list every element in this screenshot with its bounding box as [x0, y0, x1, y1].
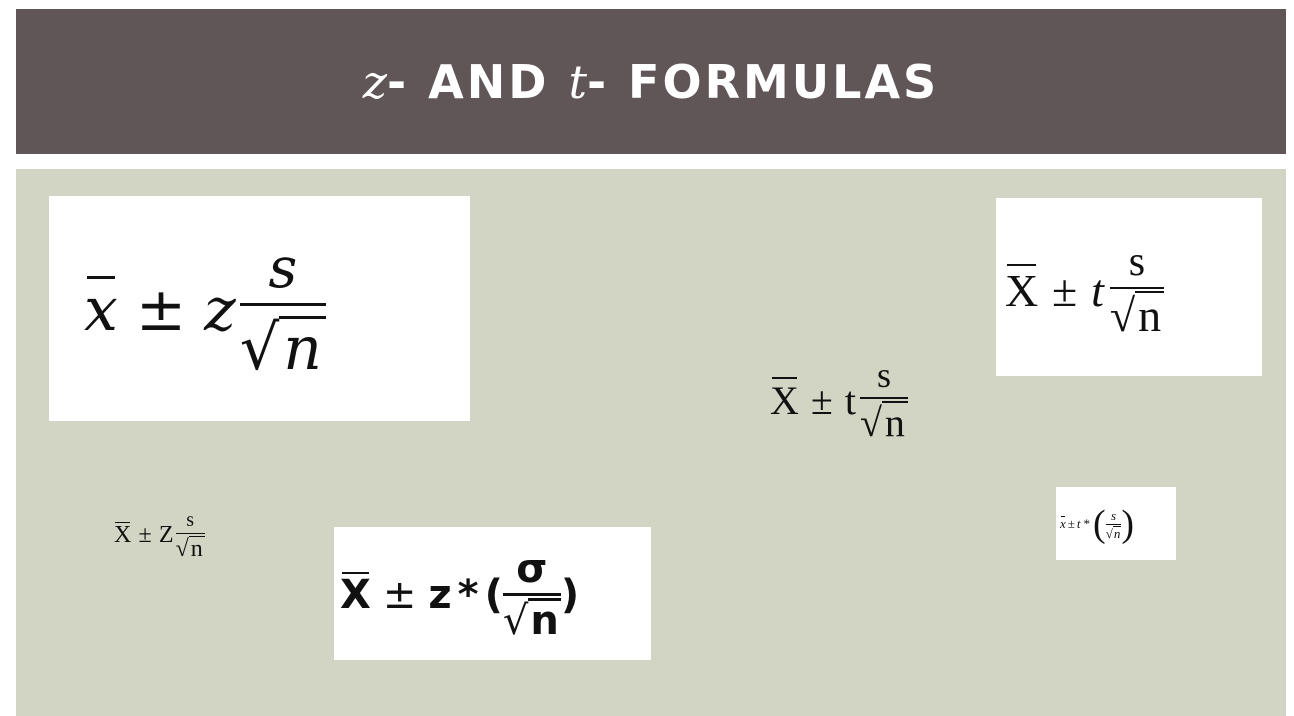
slide-title: z- AND t- FORMULAS — [363, 55, 939, 109]
denominator: √ n — [1109, 290, 1165, 341]
formula-box-z-bold — [334, 527, 651, 660]
mean-x: X — [770, 377, 799, 423]
critical-t: t — [844, 377, 856, 423]
title-var-t: t — [568, 54, 587, 109]
plus-minus: ± — [135, 275, 187, 345]
numerator-sigma: σ — [516, 545, 548, 592]
numerator-s: s — [1128, 239, 1146, 285]
mean-x: x — [84, 275, 118, 345]
denominator: √ n — [502, 597, 561, 644]
formula-z-bold: X ± z * ( σ √ n ) — [340, 537, 579, 652]
formula-z-large: x ± z s √ n — [84, 215, 326, 405]
asterisk: * — [1083, 516, 1091, 531]
plus-minus: ± — [382, 571, 417, 618]
numerator-s: s — [876, 355, 891, 395]
left-paren: ( — [1093, 503, 1106, 545]
title-var-z: z — [362, 54, 388, 109]
sqrt-icon: √ — [1105, 525, 1113, 541]
radicand-n: n — [1135, 291, 1165, 339]
fraction: s √ n — [239, 236, 326, 379]
right-paren: ) — [560, 571, 580, 618]
formula-z-small: X ± Z s √ n — [114, 495, 205, 575]
critical-t: t — [1076, 516, 1081, 531]
radicand-n: n — [881, 401, 908, 443]
sqrt-icon: √ — [175, 535, 189, 562]
fraction: s √ n — [175, 508, 205, 562]
fraction: s √ n — [1105, 507, 1122, 541]
formula-t-tiny: x ± t * ( s √ n ) — [1060, 493, 1134, 555]
critical-z: z — [428, 571, 452, 618]
radicand-n: n — [1112, 525, 1122, 541]
denominator: √ n — [1105, 525, 1122, 541]
mean-x: X — [114, 521, 132, 548]
critical-z: Z — [158, 521, 174, 548]
radicand-n: n — [188, 535, 205, 562]
sqrt-icon: √ — [502, 597, 529, 644]
title-text-and: - AND — [387, 54, 569, 109]
radicand-n: n — [528, 597, 561, 644]
formula-t-boxed: X ± t s √ n — [1005, 215, 1165, 365]
sqrt-icon: √ — [1109, 290, 1136, 341]
fraction: s √ n — [859, 355, 908, 443]
title-bar: z- AND t- FORMULAS — [16, 9, 1286, 154]
mean-x: x — [1060, 516, 1066, 531]
denominator: √ n — [175, 535, 205, 562]
right-paren: ) — [1121, 503, 1134, 545]
numerator-s: s — [1110, 507, 1117, 523]
critical-z: z — [204, 275, 236, 345]
fraction: σ √ n — [502, 545, 561, 644]
asterisk: * — [457, 571, 479, 618]
mean-x: X — [1005, 264, 1039, 316]
sqrt-icon: √ — [239, 311, 280, 384]
formula-box-z-large — [49, 196, 470, 421]
plus-minus: ± — [1052, 264, 1078, 316]
denominator: √ n — [860, 401, 908, 443]
left-paren: ( — [484, 571, 503, 618]
plus-minus: ± — [1067, 516, 1075, 531]
numerator-s: s — [268, 236, 298, 301]
plus-minus: ± — [810, 377, 833, 423]
critical-t: t — [1091, 264, 1104, 316]
radicand-n: n — [279, 316, 326, 379]
sqrt-icon: √ — [859, 400, 882, 445]
plus-minus: ± — [138, 521, 152, 548]
denominator: √ n — [240, 310, 326, 379]
numerator-s: s — [186, 508, 195, 531]
title-text-formulas: - FORMULAS — [586, 54, 940, 109]
mean-x: X — [340, 571, 371, 618]
formula-t-medium: X ± t s √ n — [770, 340, 908, 460]
fraction: s √ n — [1109, 239, 1165, 341]
